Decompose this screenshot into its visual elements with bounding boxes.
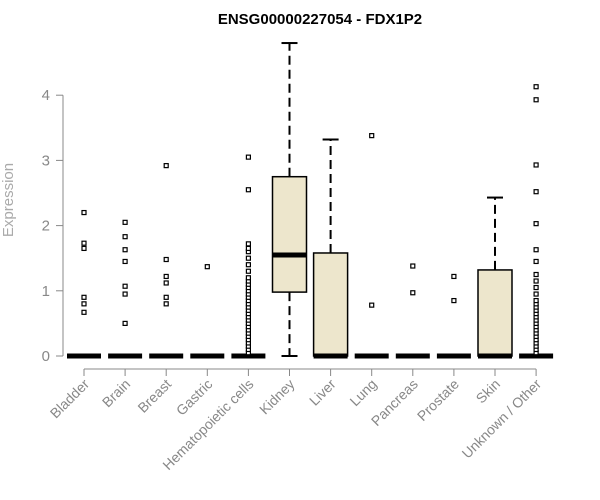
outlier-point bbox=[163, 280, 169, 286]
outlier-point bbox=[533, 271, 539, 278]
outlier-point bbox=[204, 264, 210, 270]
y-tick-label: 0 bbox=[42, 348, 50, 365]
box-brain bbox=[108, 219, 143, 359]
outlier-point bbox=[533, 247, 539, 253]
x-tick-label: Prostate bbox=[414, 376, 462, 424]
box-bladder bbox=[67, 209, 101, 359]
outlier-point bbox=[410, 290, 416, 296]
outlier-point bbox=[410, 263, 416, 269]
outlier-point bbox=[122, 291, 128, 297]
outlier-point bbox=[81, 245, 87, 252]
box-gastric bbox=[190, 264, 225, 359]
outlier-point bbox=[122, 320, 128, 326]
outlier-point bbox=[81, 301, 87, 307]
x-tick-label: Bladder bbox=[47, 376, 93, 422]
y-axis-title: Expression bbox=[0, 163, 17, 237]
outlier-point bbox=[245, 245, 251, 252]
outlier-point bbox=[533, 84, 539, 90]
outlier-point bbox=[122, 234, 128, 240]
outlier-point bbox=[122, 258, 128, 265]
box-skin bbox=[477, 196, 513, 359]
outlier-point bbox=[533, 278, 539, 284]
outlier-point bbox=[533, 189, 539, 195]
outlier-point bbox=[81, 209, 87, 216]
outlier-point bbox=[369, 133, 375, 139]
box-body bbox=[477, 269, 513, 357]
y-tick-label: 1 bbox=[42, 283, 50, 300]
outlier-point bbox=[533, 258, 539, 265]
box-unknown-other bbox=[519, 84, 554, 359]
outlier-point bbox=[245, 268, 251, 274]
box-pancreas bbox=[395, 263, 430, 359]
y-tick-label: 4 bbox=[42, 87, 50, 104]
outlier-point bbox=[245, 262, 251, 268]
x-tick-label: Kidney bbox=[256, 376, 298, 418]
y-tick-label: 3 bbox=[42, 152, 50, 169]
outlier-point bbox=[163, 163, 169, 169]
box-body bbox=[271, 175, 308, 293]
outlier-point bbox=[81, 240, 87, 246]
outlier-point bbox=[533, 221, 539, 227]
outlier-point bbox=[81, 294, 87, 300]
x-tick-label: Lung bbox=[346, 376, 379, 409]
outlier-point bbox=[163, 301, 169, 307]
outlier-point bbox=[533, 284, 539, 291]
box-breast bbox=[149, 163, 184, 359]
outlier-point bbox=[122, 219, 128, 225]
x-tick-label: Breast bbox=[134, 376, 174, 416]
outlier-point bbox=[369, 302, 375, 308]
box-body bbox=[312, 252, 349, 357]
outlier-point bbox=[163, 256, 169, 263]
x-tick-label: Skin bbox=[473, 376, 504, 407]
outlier-point bbox=[81, 309, 87, 315]
box-liver bbox=[312, 138, 349, 359]
outlier-point bbox=[533, 297, 539, 304]
outlier-point bbox=[533, 291, 539, 297]
outlier-point bbox=[245, 255, 251, 261]
outlier-point bbox=[245, 187, 251, 193]
outlier-point bbox=[245, 275, 251, 281]
outlier-point bbox=[163, 294, 169, 300]
outlier-point bbox=[163, 273, 169, 280]
outlier-point bbox=[533, 97, 539, 103]
box-kidney bbox=[271, 42, 308, 357]
outlier-point bbox=[122, 247, 128, 253]
chart-title: ENSG00000227054 - FDX1P2 bbox=[218, 11, 422, 28]
y-tick-label: 2 bbox=[42, 218, 50, 235]
box-lung bbox=[354, 133, 389, 359]
box-hematopoietic-cells bbox=[231, 154, 266, 359]
outlier-point bbox=[245, 241, 251, 247]
outlier-point bbox=[533, 162, 539, 168]
outlier-point bbox=[451, 297, 457, 304]
outlier-point bbox=[122, 283, 128, 289]
y-axis: 0 1 2 3 4 bbox=[42, 87, 64, 365]
x-tick-label: Liver bbox=[306, 376, 339, 409]
x-tick-label: Brain bbox=[99, 376, 133, 410]
outlier-point bbox=[451, 273, 457, 280]
boxes-group bbox=[67, 42, 554, 359]
box-prostate bbox=[436, 273, 471, 359]
outlier-point bbox=[245, 154, 251, 160]
